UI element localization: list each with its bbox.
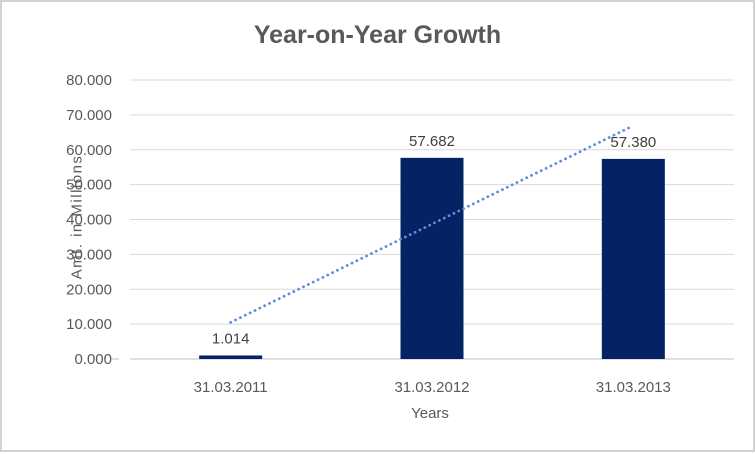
x-category-label: 31.03.2012 xyxy=(394,379,469,396)
y-tick-label: 80.000 xyxy=(66,72,112,89)
data-label: 1.014 xyxy=(212,330,250,347)
y-tick-label: 10.000 xyxy=(66,316,112,333)
x-category-label: 31.03.2011 xyxy=(194,379,268,396)
y-tick-label: 20.000 xyxy=(66,281,112,298)
x-axis-title: Years xyxy=(411,405,449,422)
chart-title: Year-on-Year Growth xyxy=(253,21,502,49)
data-label: 57.380 xyxy=(610,134,656,151)
y-tick-label: 60.000 xyxy=(66,142,112,159)
x-category-label: 31.03.2013 xyxy=(596,379,671,396)
y-tick-label: 50.000 xyxy=(66,177,112,194)
y-tick-label: 70.000 xyxy=(66,107,112,124)
y-tick-label: 40.000 xyxy=(66,212,112,229)
bar xyxy=(199,355,263,359)
bar xyxy=(400,157,464,359)
data-label: 57.682 xyxy=(409,133,455,150)
y-axis-title: Amt. in Millions xyxy=(68,154,86,280)
trendline xyxy=(229,124,635,324)
bar xyxy=(601,158,665,359)
y-tick-label: 0.000 xyxy=(74,351,112,368)
y-tick-label: 30.000 xyxy=(66,246,112,263)
